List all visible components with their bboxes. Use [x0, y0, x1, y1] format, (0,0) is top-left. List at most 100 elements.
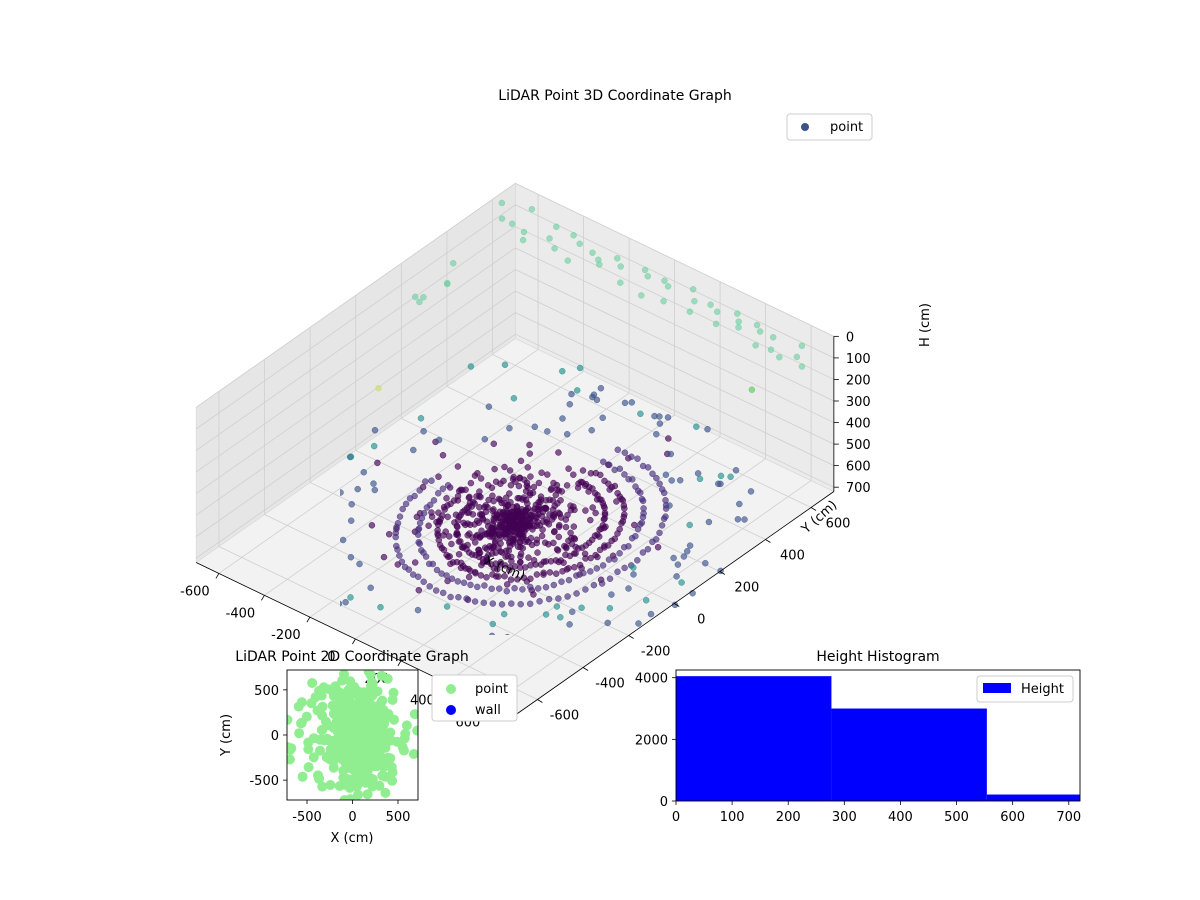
lidar-point-3d [385, 530, 393, 538]
lidar-point-3d [454, 517, 462, 524]
z-tick-label: 100 [846, 352, 871, 367]
lidar-point-2d [412, 725, 418, 736]
lidar-point-3d [647, 610, 655, 618]
lidar-point-3d [457, 538, 464, 545]
lidar-point-3d [566, 401, 574, 408]
lidar-point-3d [535, 499, 542, 506]
lidar-point-3d [432, 587, 440, 594]
lidar-point-3d [483, 557, 491, 565]
lidar-point-3d [498, 199, 506, 207]
lidar-point-3d [717, 472, 725, 480]
axes-frame-hist [675, 669, 1081, 802]
y-tick-mark [674, 603, 680, 607]
lidar-point-3d [638, 292, 645, 299]
lidar-point-3d [534, 518, 541, 526]
lidar-point-3d [621, 399, 629, 407]
lidar-point-3d [589, 249, 596, 256]
lidar-point-3d [727, 473, 734, 481]
lidar-point-3d [559, 367, 566, 375]
lidar-point-3d [537, 561, 545, 568]
lidar-point-3d [625, 585, 632, 592]
y-tick-label: 600 [826, 517, 851, 532]
z-tick-label: 500 [846, 438, 871, 453]
lidar-point-3d [557, 614, 564, 621]
lidar-point-3d [652, 536, 660, 543]
lidar-point-3d [736, 500, 743, 508]
lidar-point-2d [409, 709, 418, 720]
lidar-point-3d [673, 573, 680, 580]
grid-back-z [515, 269, 835, 423]
lidar-point-3d [347, 517, 355, 524]
x-tick-mark [306, 616, 311, 623]
lidar-point-2d [287, 742, 293, 752]
lidar-point-3d [570, 471, 577, 478]
lidar-point-3d [508, 600, 515, 607]
lidar-point-3d [707, 301, 714, 308]
lidar-point-3d [621, 511, 628, 518]
lidar-point-3d [683, 548, 691, 555]
lidar-point-3d [506, 523, 514, 531]
y-tick-mark [582, 667, 589, 671]
lidar-point-3d [504, 633, 510, 635]
lidar-point-3d [668, 477, 675, 484]
lidar-point-3d [493, 511, 501, 519]
legend-3d-frame [786, 113, 873, 141]
lidar-point-3d [639, 462, 647, 470]
lidar-point-3d [666, 502, 673, 509]
lidar-point-3d [638, 519, 646, 526]
y-tick-label: -200 [641, 645, 671, 660]
lidar-point-3d [502, 530, 510, 538]
lidar-point-3d [490, 506, 497, 513]
lidar-point-3d [694, 470, 702, 477]
lidar-point-3d [571, 563, 578, 571]
lidar-point-3d [689, 286, 697, 293]
lidar-point-2d [303, 762, 314, 773]
lidar-point-2d [334, 687, 345, 698]
lidar-point-3d [435, 473, 442, 480]
lidar-point-3d [485, 403, 493, 410]
lidar-point-3d [638, 495, 646, 503]
lidar-point-3d [555, 595, 562, 602]
lidar-point-3d [502, 553, 509, 560]
lidar-point-2d [307, 678, 318, 688]
lidar-point-3d [556, 510, 564, 518]
y-tick-mark [765, 539, 771, 543]
lidar-point-3d [798, 342, 806, 350]
lidar-point-3d [776, 353, 783, 361]
lidar-point-3d [515, 482, 523, 490]
lidar-point-3d [477, 572, 485, 579]
lidar-point-3d [511, 584, 518, 592]
lidar-point-3d [559, 568, 566, 575]
lidar-point-3d [509, 508, 516, 516]
lidar-point-3d [411, 559, 419, 566]
lidar-point-2d [331, 752, 342, 763]
lidar-point-3d [420, 428, 427, 435]
grid-side-z [195, 247, 516, 473]
lidar-point-3d [596, 261, 603, 268]
lidar-point-2d [372, 756, 383, 767]
y-tick-label-2d: 0 [271, 729, 279, 744]
lidar-point-3d [566, 621, 573, 628]
lidar-point-3d [555, 533, 563, 541]
lidar-point-3d [564, 257, 572, 264]
lidar-point-3d [512, 478, 519, 485]
lidar-point-3d [467, 479, 475, 487]
lidar-point-3d [637, 410, 644, 418]
lidar-point-2d [368, 707, 379, 718]
lidar-point-3d [542, 611, 550, 618]
lidar-point-2d [317, 781, 328, 792]
lidar-point-2d [287, 754, 295, 765]
y-tick-label: -600 [550, 709, 580, 724]
lidar-point-2d [361, 729, 372, 740]
lidar-point-3d [356, 560, 363, 568]
lidar-point-3d [748, 386, 756, 393]
lidar-point-3d [592, 509, 599, 517]
lidar-point-3d [426, 583, 433, 590]
hist-bars [676, 676, 1080, 801]
lidar-point-3d [433, 566, 441, 574]
lidar-point-3d [416, 519, 424, 527]
lidar-point-3d [394, 546, 401, 553]
x-tick-label: -400 [226, 606, 256, 621]
lidar-point-2d [361, 741, 372, 752]
lidar-point-3d [693, 423, 700, 430]
